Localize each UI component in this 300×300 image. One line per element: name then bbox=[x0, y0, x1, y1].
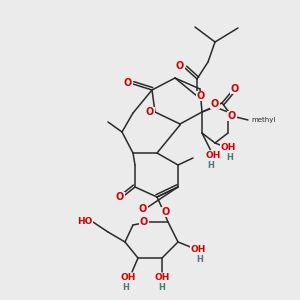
Text: O: O bbox=[124, 78, 132, 88]
Text: O: O bbox=[228, 111, 236, 121]
Text: O: O bbox=[197, 91, 205, 101]
Text: O: O bbox=[211, 99, 219, 109]
Text: O: O bbox=[116, 192, 124, 202]
Text: H: H bbox=[208, 160, 214, 169]
Text: OH: OH bbox=[120, 274, 136, 283]
Text: OH: OH bbox=[220, 143, 236, 152]
Text: O: O bbox=[146, 107, 154, 117]
Text: methyl: methyl bbox=[251, 117, 275, 123]
Text: H: H bbox=[123, 283, 129, 292]
Text: OH: OH bbox=[205, 151, 221, 160]
Text: O: O bbox=[162, 207, 170, 217]
Text: O: O bbox=[140, 217, 148, 227]
Text: O: O bbox=[231, 84, 239, 94]
Text: O: O bbox=[139, 204, 147, 214]
Text: H: H bbox=[196, 256, 203, 265]
Text: OH: OH bbox=[190, 245, 206, 254]
Text: OH: OH bbox=[154, 274, 170, 283]
Text: O: O bbox=[176, 61, 184, 71]
Text: H: H bbox=[159, 283, 165, 292]
Text: H: H bbox=[226, 154, 233, 163]
Text: HO: HO bbox=[77, 218, 93, 226]
